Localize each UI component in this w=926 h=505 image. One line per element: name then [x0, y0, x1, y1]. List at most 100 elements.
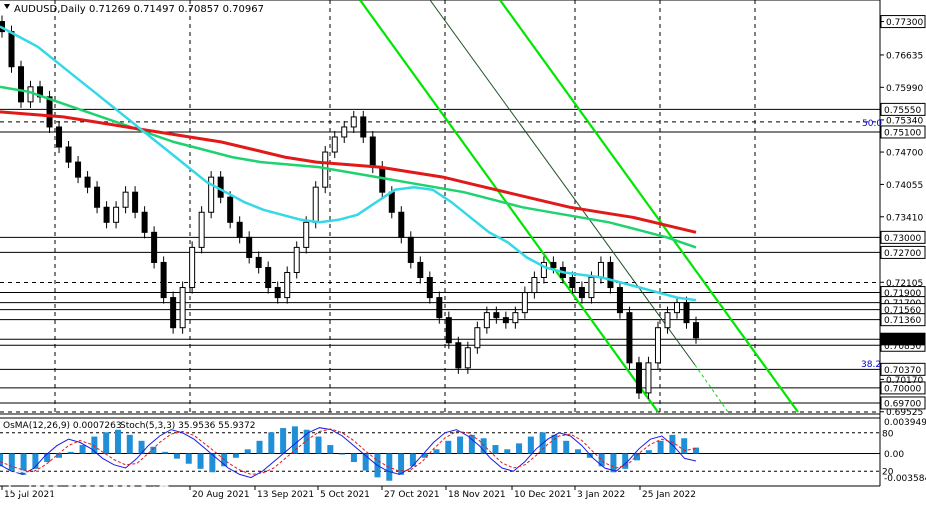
price-tick-0.77300: 0.77300 — [886, 18, 923, 28]
date-label-0: 15 Jul 2021 — [4, 490, 55, 500]
osma-bar — [563, 440, 570, 454]
candle-body — [464, 347, 471, 369]
stoch-tick-20: 20 — [882, 468, 894, 478]
candle-body — [350, 116, 357, 128]
osma-bar — [55, 453, 62, 458]
moving-averages — [0, 25, 697, 302]
level-box-0.70000 — [880, 381, 926, 395]
candle-body — [84, 176, 91, 188]
candle-body — [246, 236, 253, 258]
candle-body — [18, 66, 25, 103]
osma-bar — [610, 453, 617, 473]
osma-bar — [693, 447, 699, 454]
candle-body — [673, 302, 680, 314]
osma-bar — [598, 453, 605, 467]
level-label-0.73000: 0.73000 — [884, 234, 921, 244]
candle-body — [75, 161, 82, 178]
candle-body — [303, 221, 310, 248]
ma-fast-line — [0, 25, 697, 302]
osma-bar — [657, 440, 664, 454]
price-tick-0.76635: 0.76635 — [886, 51, 923, 61]
candle-body — [445, 317, 452, 344]
osma-bar — [575, 449, 582, 454]
osma-bar — [209, 453, 216, 473]
price-tick-0.75340: 0.75340 — [886, 116, 923, 126]
osma-bar — [79, 445, 86, 454]
ohlc-values: 0.71269 0.71497 0.70857 0.70967 — [89, 4, 264, 15]
channel-mid-line — [429, 0, 696, 366]
osma-bar — [327, 445, 334, 454]
candle-body — [122, 191, 129, 208]
level-label-0.71560: 0.71560 — [884, 306, 921, 316]
osma-bar — [67, 451, 74, 454]
candle-body — [512, 312, 519, 324]
candle-body — [293, 246, 300, 273]
candle-body — [540, 261, 547, 279]
osma-bar — [409, 453, 416, 467]
osma-bar — [244, 449, 251, 454]
osma-bar — [44, 453, 51, 463]
candle-body — [664, 312, 671, 329]
osma-label: OsMA(12,26,9) 0.0007263 — [3, 421, 122, 431]
ma-slow-line — [0, 110, 697, 234]
stoch-label: Stoch(5,3,3) 35.9536 55.9372 — [120, 421, 255, 431]
indicator-pane — [0, 426, 880, 481]
price-tick-0.74700: 0.74700 — [886, 149, 923, 159]
level-label-0.70850: 0.70850 — [884, 342, 921, 352]
osma-bar — [468, 434, 475, 454]
date-label-1: 20 Aug 2021 — [192, 490, 250, 500]
candle-body — [265, 266, 272, 289]
candle-body — [198, 211, 205, 248]
candle-body — [113, 206, 120, 223]
candle-body — [426, 277, 433, 299]
price-tick-0.75990: 0.75990 — [886, 84, 923, 94]
osma-bar — [114, 429, 121, 454]
price-tick-0.70170: 0.70170 — [886, 376, 923, 386]
stoch-main-line — [0, 427, 697, 479]
instaforex-watermark: instaforex Instant Forex Trading — [8, 468, 172, 503]
osma-bar — [586, 453, 593, 458]
osma-bar — [232, 453, 239, 458]
candle-body — [56, 126, 63, 148]
candle-body — [417, 261, 424, 279]
candle-body — [369, 136, 376, 168]
level-label-0.70370: 0.70370 — [884, 366, 921, 376]
candle-body — [360, 116, 367, 138]
level-label-0.70000: 0.70000 — [884, 384, 921, 394]
candle-body — [388, 191, 395, 213]
channel-upper-line — [499, 0, 799, 413]
candle-body — [550, 261, 557, 268]
osma-bar — [315, 436, 322, 454]
candle-body — [683, 302, 690, 324]
osma-bar — [126, 434, 133, 454]
level-label-0.71360: 0.71360 — [884, 316, 921, 326]
candle-body — [341, 126, 348, 138]
date-label-4: 27 Oct 2021 — [384, 490, 440, 500]
price-tick-0.74055: 0.74055 — [886, 181, 923, 191]
candle-body — [132, 191, 139, 213]
candle-body — [284, 271, 291, 299]
trend-channels — [359, 0, 799, 413]
fib-38-label: 38.2 — [861, 360, 881, 370]
osma-bar — [150, 446, 157, 454]
date-label-6: 10 Dec 2021 — [514, 490, 572, 500]
level-box-0.69700 — [880, 396, 926, 410]
candle-body — [645, 362, 652, 394]
osma-bar — [20, 453, 27, 475]
price-tick-0.73410: 0.73410 — [886, 213, 923, 223]
candle-body — [27, 86, 34, 103]
osma-bar — [185, 453, 192, 464]
osma-bar — [445, 440, 452, 454]
candle-body — [569, 277, 576, 289]
indicator-header: OsMA(12,26,9) 0.0007263 Stoch(5,3,3) 35.… — [3, 421, 255, 431]
candle-body — [607, 261, 614, 289]
chart-header: AUDUSD,Daily 0.71269 0.71497 0.70857 0.7… — [4, 4, 264, 15]
candle-body — [274, 287, 281, 299]
date-label-5: 18 Nov 2021 — [448, 490, 506, 500]
osma-bar — [173, 453, 180, 459]
candle-body — [578, 287, 585, 299]
level-box-0.75550 — [880, 102, 926, 116]
collapse-triangle-icon[interactable] — [4, 4, 10, 9]
osma-tick-bottom: -0.003584 — [884, 474, 926, 484]
